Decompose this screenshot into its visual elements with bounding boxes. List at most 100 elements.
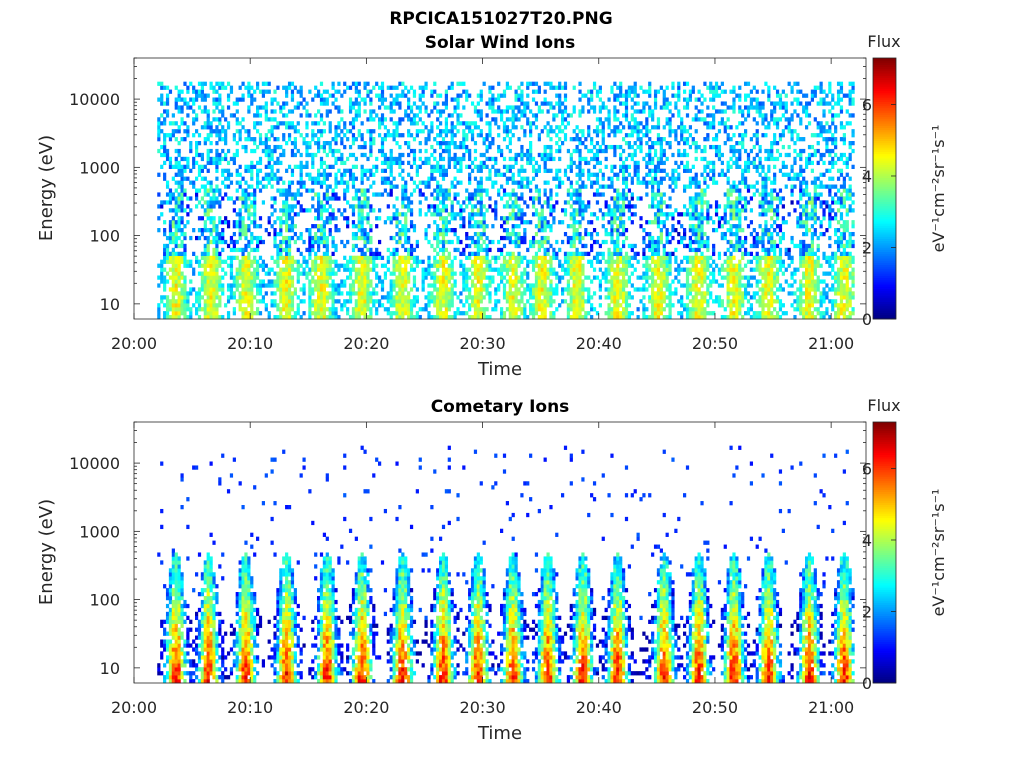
spectrogram-cell xyxy=(351,212,356,217)
spectrogram-cell xyxy=(624,156,629,162)
spectrogram-cell xyxy=(215,315,219,320)
spectrogram-cell xyxy=(247,311,251,316)
spectrogram-cell xyxy=(497,283,501,288)
spectrogram-cell xyxy=(354,156,358,162)
spectrogram-cell xyxy=(619,156,623,162)
spectrogram-cell xyxy=(415,105,419,110)
spectrogram-cell xyxy=(529,180,533,185)
spectrogram-cell xyxy=(319,101,324,106)
spectrogram-cell xyxy=(206,113,210,118)
spectrogram-cell xyxy=(206,109,210,114)
spectrogram-cell xyxy=(366,204,370,209)
spectrogram-cell xyxy=(616,311,620,316)
spectrogram-cell xyxy=(270,152,274,158)
spectrogram-cell xyxy=(430,295,434,300)
spectrogram-cell xyxy=(250,168,254,173)
spectrogram-cell xyxy=(473,263,478,268)
spectrogram-cell xyxy=(360,172,364,177)
spectrogram-cell xyxy=(578,184,582,189)
spectrogram-cell xyxy=(645,180,649,185)
spectrogram-cell xyxy=(494,204,498,209)
spectrogram-cell xyxy=(555,275,559,280)
spectrogram-cell xyxy=(264,141,268,146)
spectrogram-cell xyxy=(317,267,321,272)
spectrogram-cell xyxy=(601,101,605,106)
spectrogram-cell xyxy=(351,243,356,249)
spectrogram-cell xyxy=(247,109,251,114)
spectrogram-cell xyxy=(380,148,385,154)
spectrogram-cell xyxy=(624,168,629,173)
spectrogram-cell xyxy=(334,299,338,304)
spectrogram-cell xyxy=(505,291,510,296)
spectrogram-cell xyxy=(386,164,390,169)
spectrogram-cell xyxy=(572,85,576,90)
spectrogram-cell xyxy=(311,267,315,272)
spectrogram-cell xyxy=(520,212,524,217)
spectrogram-cell xyxy=(537,255,541,260)
spectrogram-cell xyxy=(563,81,568,86)
spectrogram-cell xyxy=(534,212,539,217)
spectrogram-cell xyxy=(607,208,611,213)
spectrogram-cell xyxy=(546,267,550,272)
spectrogram-cell xyxy=(163,176,167,181)
spectrogram-cell xyxy=(293,192,297,197)
spectrogram-cell xyxy=(468,275,472,280)
spectrogram-cell xyxy=(354,279,358,284)
spectrogram-cell xyxy=(616,291,620,296)
spectrogram-cell xyxy=(209,133,213,138)
spectrogram-cell xyxy=(566,164,571,169)
spectrogram-cell xyxy=(613,216,617,221)
spectrogram-cell xyxy=(354,299,358,304)
spectrogram-cell xyxy=(427,255,431,260)
spectrogram-cell xyxy=(290,279,295,284)
spectrogram-cell xyxy=(561,113,565,118)
spectrogram-cell xyxy=(494,287,498,292)
spectrogram-cell xyxy=(366,89,370,94)
spectrogram-cell xyxy=(622,220,626,225)
spectrogram-cell xyxy=(366,81,370,86)
spectrogram-cell xyxy=(508,287,512,292)
spectrogram-cell xyxy=(375,224,379,229)
spectrogram-cell xyxy=(273,228,277,233)
spectrogram-cell xyxy=(276,283,280,288)
spectrogram-cell xyxy=(241,315,245,320)
spectrogram-cell xyxy=(171,307,175,312)
spectrogram-cell xyxy=(421,101,425,106)
spectrogram-cell xyxy=(404,231,408,237)
spectrogram-cell xyxy=(436,184,440,189)
spectrogram-cell xyxy=(607,176,611,181)
spectrogram-cell xyxy=(241,117,245,122)
spectrogram-cell xyxy=(624,303,629,308)
spectrogram-cell xyxy=(285,212,289,217)
spectrogram-cell xyxy=(189,105,193,110)
spectrogram-cell xyxy=(354,81,358,86)
spectrogram-cell xyxy=(215,255,219,260)
spectrogram-cell xyxy=(197,307,202,312)
spectrogram-cell xyxy=(502,255,507,260)
spectrogram-cell xyxy=(386,291,390,296)
spectrogram-cell xyxy=(540,152,544,158)
spectrogram-cell xyxy=(453,109,457,114)
spectrogram-cell xyxy=(363,200,367,205)
spectrogram-cell xyxy=(375,307,379,312)
spectrogram-cell xyxy=(192,89,196,94)
spectrogram-cell xyxy=(351,101,356,106)
spectrogram-cell xyxy=(319,279,324,284)
spectrogram-cell xyxy=(473,311,478,316)
spectrogram-cell xyxy=(566,279,571,284)
spectrogram-cell xyxy=(212,228,216,233)
spectrogram-cell xyxy=(648,204,652,209)
spectrogram-cell xyxy=(566,283,571,288)
spectrogram-cell xyxy=(613,251,617,257)
spectrogram-cell xyxy=(218,81,222,86)
spectrogram-cell xyxy=(229,271,234,276)
spectrogram-cell xyxy=(351,105,356,110)
spectrogram-cell xyxy=(607,259,611,264)
spectrogram-cell xyxy=(508,263,512,268)
spectrogram-cell xyxy=(247,204,251,209)
spectrogram-cell xyxy=(508,117,512,122)
spectrogram-cell xyxy=(311,239,315,245)
spectrogram-cell xyxy=(383,188,388,193)
spectrogram-cell xyxy=(624,299,629,304)
